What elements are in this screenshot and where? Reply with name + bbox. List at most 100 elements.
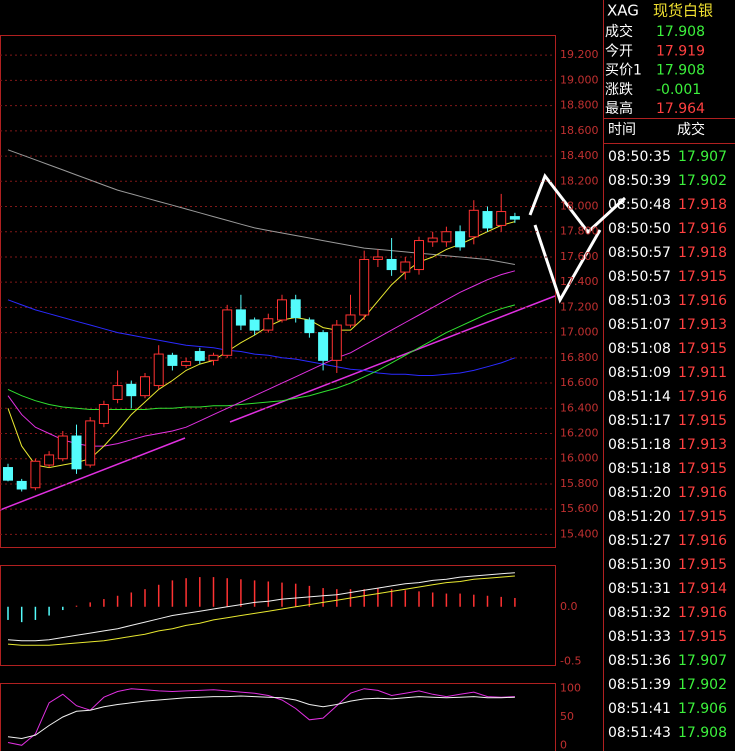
trade-time: 08:51:31 xyxy=(608,581,671,597)
quote-value: 17.908 xyxy=(656,24,705,40)
trade-time: 08:50:50 xyxy=(608,221,671,237)
trade-price: 17.915 xyxy=(678,629,727,645)
arrow-drawing xyxy=(533,224,602,304)
candle-body xyxy=(194,351,205,361)
y-tick-label: 15.400 xyxy=(560,527,599,540)
kdj-frame xyxy=(0,683,556,751)
candle-body xyxy=(455,231,466,248)
trade-price: 17.913 xyxy=(678,317,727,333)
candle-body xyxy=(16,480,27,490)
y-tick-label: 17.600 xyxy=(560,250,599,263)
trade-price: 17.902 xyxy=(678,173,727,189)
candle-body xyxy=(153,353,164,387)
candle-body xyxy=(304,319,315,334)
trade-price: 17.908 xyxy=(678,725,727,741)
candle-body xyxy=(441,231,452,243)
candle-body xyxy=(126,383,137,397)
candle-body xyxy=(496,211,507,226)
y-tick-label: 18.200 xyxy=(560,174,599,187)
candle-body xyxy=(98,403,109,424)
trend-line xyxy=(229,295,556,423)
candle-body xyxy=(44,454,55,466)
trade-price: 17.913 xyxy=(678,437,727,453)
candle-body xyxy=(509,216,520,220)
candle-body xyxy=(208,354,219,361)
y-tick-label: 15.600 xyxy=(560,502,599,515)
trade-time: 08:50:57 xyxy=(608,269,671,285)
y-tick-label: 19.000 xyxy=(560,73,599,86)
quote-value: -0.001 xyxy=(656,82,701,98)
trade-time: 08:51:27 xyxy=(608,533,671,549)
quote-label: 今开 xyxy=(605,43,633,59)
trade-time: 08:51:30 xyxy=(608,557,671,573)
trade-time: 08:51:32 xyxy=(608,605,671,621)
y-tick-label: 16.400 xyxy=(560,401,599,414)
quote-label: 最高 xyxy=(605,100,633,117)
y-tick-label: 18.600 xyxy=(560,124,599,137)
trade-time: 08:51:17 xyxy=(608,413,671,429)
candle-body xyxy=(372,256,383,260)
trade-time: 08:51:07 xyxy=(608,317,671,333)
indicator-line xyxy=(7,695,515,740)
candle-body xyxy=(3,467,13,481)
trade-price: 17.916 xyxy=(678,485,727,501)
candle-body xyxy=(386,258,397,271)
y-tick-label: 18.000 xyxy=(560,200,599,213)
y-tick-label: 19.200 xyxy=(560,48,599,61)
candle-body xyxy=(290,299,301,318)
candle-body xyxy=(468,209,479,238)
y-tick-label: 17.200 xyxy=(560,300,599,313)
trade-time: 08:51:43 xyxy=(608,725,671,741)
candle-body xyxy=(222,309,233,356)
y-tick-label: 0.0 xyxy=(560,600,578,613)
candle-body xyxy=(249,319,260,331)
trade-time: 08:51:14 xyxy=(608,389,671,405)
y-tick-label: 17.800 xyxy=(560,225,599,238)
trade-time: 08:51:18 xyxy=(608,437,671,453)
trade-time: 08:51:20 xyxy=(608,509,671,525)
quote-value: 17.964 xyxy=(656,101,705,117)
trade-price: 17.915 xyxy=(678,269,727,285)
trade-price: 17.915 xyxy=(678,461,727,477)
indicator-line xyxy=(7,572,515,642)
trade-time: 08:51:18 xyxy=(608,461,671,477)
indicator-line xyxy=(7,149,515,265)
y-tick-label: 16.200 xyxy=(560,427,599,440)
candle-body xyxy=(71,435,82,470)
y-tick-label: 16.800 xyxy=(560,351,599,364)
trade-price: 17.916 xyxy=(678,221,727,237)
trade-time: 08:51:20 xyxy=(608,485,671,501)
trade-price: 17.902 xyxy=(678,677,727,693)
indicator-line xyxy=(7,304,516,410)
candle-body xyxy=(112,385,123,400)
candle-body xyxy=(359,258,370,316)
trade-price: 17.914 xyxy=(678,581,727,597)
trade-time: 08:51:03 xyxy=(608,293,671,309)
symbol-name: 现货白银 xyxy=(653,2,713,20)
trend-line xyxy=(0,437,186,511)
trade-time: 08:51:09 xyxy=(608,365,671,381)
y-tick-label: 50 xyxy=(560,710,574,723)
trade-time: 08:51:36 xyxy=(608,653,671,669)
quote-label: 买价1 xyxy=(605,63,642,79)
y-tick-label: 18.400 xyxy=(560,149,599,162)
candle-body xyxy=(85,420,96,466)
symbol: XAG xyxy=(607,2,639,20)
indicator-line xyxy=(7,688,515,746)
y-tick-label: 16.600 xyxy=(560,376,599,389)
trade-time: 08:51:08 xyxy=(608,341,671,357)
y-tick-label: 17.000 xyxy=(560,326,599,339)
column-header: 成交 xyxy=(677,121,705,138)
quote-label: 涨跌 xyxy=(605,82,633,98)
candle-body xyxy=(181,361,192,366)
trade-price: 17.916 xyxy=(678,605,727,621)
candle-body xyxy=(277,299,287,321)
candle-body xyxy=(235,309,246,326)
trade-price: 17.916 xyxy=(678,293,727,309)
y-tick-label: 18.800 xyxy=(560,99,599,112)
candle-body xyxy=(30,460,41,489)
candle-body xyxy=(400,261,411,273)
candle-body xyxy=(345,314,356,326)
